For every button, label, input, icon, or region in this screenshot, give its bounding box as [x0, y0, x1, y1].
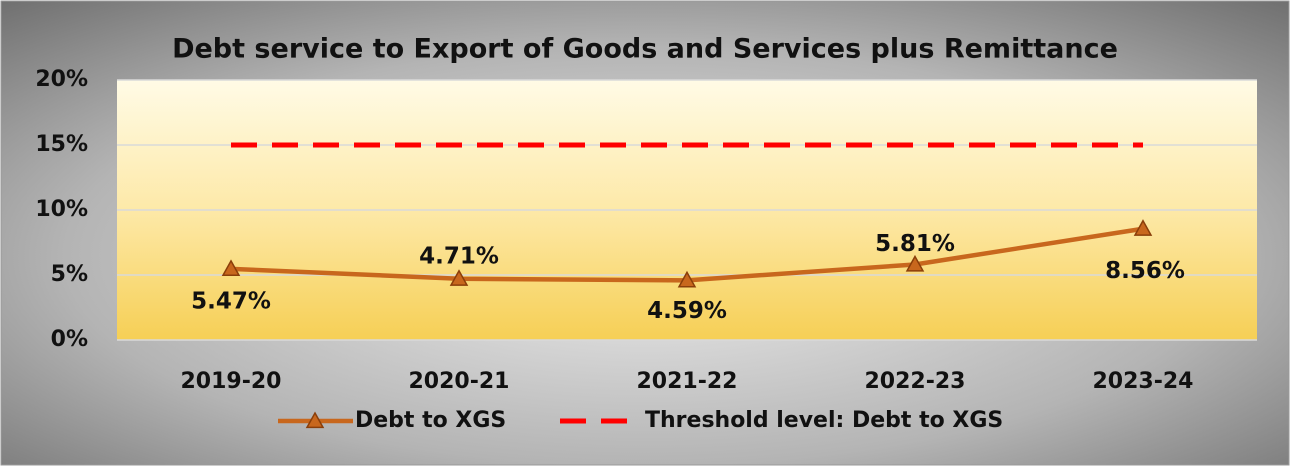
marker: [449, 269, 469, 286]
y-tick-label: 5%: [51, 262, 88, 287]
marker: [905, 254, 925, 272]
legend-marker: [305, 411, 325, 429]
chart-title: Debt service to Export of Goods and Serv…: [172, 34, 1118, 65]
legend-label: Threshold level: Debt to XGS: [645, 408, 1003, 433]
y-tick-label: 20%: [35, 67, 88, 92]
data-label: 4.59%: [647, 298, 727, 324]
data-label: 5.81%: [875, 231, 955, 257]
y-tick-label: 15%: [35, 132, 88, 157]
data-label: 5.47%: [191, 288, 271, 314]
marker: [221, 259, 241, 277]
data-label: 8.56%: [1105, 258, 1185, 284]
x-tick-label: 2021-22: [637, 369, 738, 394]
marker: [677, 270, 697, 288]
y-tick-label: 0%: [51, 327, 88, 352]
y-tick-label: 10%: [35, 197, 88, 222]
x-tick-label: 2022-23: [865, 369, 966, 394]
x-tick-label: 2019-20: [181, 369, 282, 394]
x-tick-label: 2023-24: [1093, 369, 1194, 394]
legend-label: Debt to XGS: [355, 408, 506, 433]
data-label: 4.71%: [419, 243, 499, 269]
x-tick-label: 2020-21: [409, 369, 510, 394]
marker: [1133, 219, 1153, 236]
